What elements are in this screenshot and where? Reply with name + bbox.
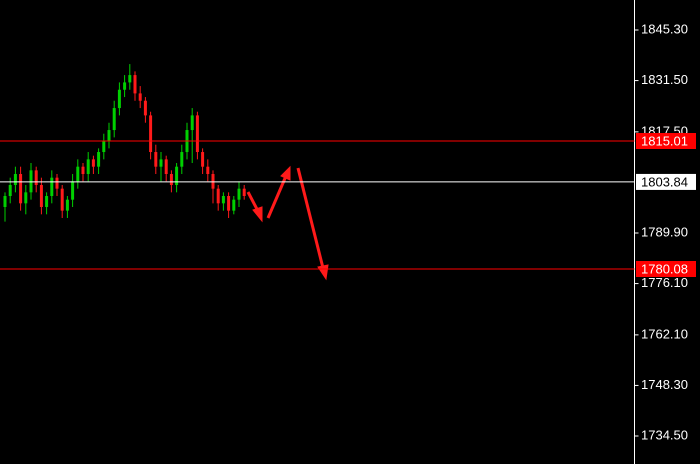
candle-body [149, 115, 153, 153]
candle-body [76, 166, 80, 182]
candle-body [169, 174, 173, 186]
price-level-label: 1780.08 [641, 261, 688, 276]
candle-body [39, 185, 43, 207]
candle-body [232, 199, 236, 211]
y-tick-label: 1845.30 [641, 21, 688, 36]
arrow [266, 175, 288, 219]
y-tick-label: 1762.10 [641, 326, 688, 341]
candle-body [216, 188, 220, 204]
candle-body [201, 152, 205, 167]
candle-body [190, 115, 194, 131]
candle-body [206, 166, 210, 175]
candle-body [3, 195, 7, 207]
candle-body [159, 159, 163, 167]
arrow-head [252, 206, 263, 223]
candle-body [154, 152, 158, 167]
candle-body [143, 100, 147, 116]
candle-body [175, 166, 179, 186]
candle-body [138, 93, 142, 101]
candle-body [227, 195, 231, 211]
candle-body [107, 130, 111, 142]
candle-body [34, 170, 38, 186]
y-tick-label: 1776.10 [641, 275, 688, 290]
candle-body [128, 75, 132, 83]
price-level-tag [636, 173, 696, 190]
candle-body [19, 174, 23, 204]
y-tick-label: 1748.30 [641, 377, 688, 392]
price-level-label: 1803.84 [641, 174, 688, 189]
price-level-tag [636, 260, 696, 277]
candle-body [60, 188, 64, 211]
candle-body [29, 170, 33, 193]
candle-body [242, 188, 246, 196]
candle-body [8, 185, 12, 196]
candle-body [91, 159, 95, 167]
candle-body [117, 89, 121, 109]
candle-body [24, 192, 28, 204]
candle-body [112, 108, 116, 131]
candle-body [123, 82, 127, 90]
y-tick-label: 1789.90 [641, 224, 688, 239]
candle-body [133, 75, 137, 94]
price-level-label: 1815.01 [641, 133, 688, 148]
annotation-arrows [246, 165, 329, 281]
candle-body [211, 174, 215, 189]
candle-body [55, 177, 59, 189]
price-level-tag [636, 132, 696, 149]
y-tick-label: 1831.50 [641, 72, 688, 87]
arrow-head [280, 165, 291, 181]
candle-body [65, 199, 69, 211]
candle-body [45, 195, 49, 207]
candle-body [81, 166, 85, 175]
candle-body [86, 159, 90, 175]
candle-body [195, 115, 199, 153]
arrow [296, 167, 325, 269]
candle-body [221, 195, 225, 204]
candle-body [97, 152, 101, 167]
candle-body [180, 152, 184, 167]
candle-body [50, 177, 54, 196]
candle-body [102, 141, 106, 153]
candle-body [13, 174, 17, 186]
candle-body [71, 181, 75, 200]
candle-body [237, 188, 241, 200]
y-tick-label: 1734.50 [641, 427, 688, 442]
candle-body [164, 159, 168, 175]
